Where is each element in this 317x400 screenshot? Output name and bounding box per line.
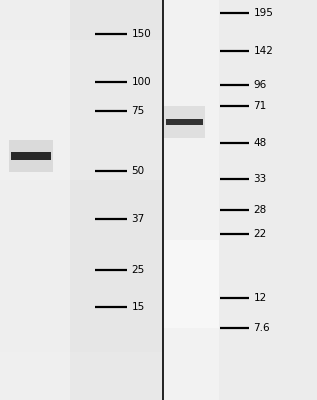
Text: 33: 33	[254, 174, 267, 184]
Text: 25: 25	[132, 265, 145, 275]
Text: 37: 37	[132, 214, 145, 224]
Text: 150: 150	[132, 29, 151, 39]
Text: 28: 28	[254, 205, 267, 215]
Bar	[163, 240, 219, 328]
Bar	[163, 0, 219, 400]
Bar	[0, 0, 70, 400]
Text: 75: 75	[132, 106, 145, 116]
Bar	[9, 140, 53, 172]
Bar	[164, 106, 205, 138]
Text: 71: 71	[254, 101, 267, 111]
Text: 50: 50	[132, 166, 145, 176]
Bar	[0, 40, 163, 180]
Text: 12: 12	[254, 293, 267, 303]
Text: 96: 96	[254, 80, 267, 90]
Text: 7.6: 7.6	[254, 323, 270, 333]
Bar	[11, 152, 51, 160]
Text: 142: 142	[254, 46, 274, 56]
Text: 100: 100	[132, 77, 151, 87]
Text: 48: 48	[254, 138, 267, 148]
Bar	[0, 0, 163, 400]
Text: 15: 15	[132, 302, 145, 312]
Text: 195: 195	[254, 8, 274, 18]
Bar	[166, 119, 203, 125]
Text: 22: 22	[254, 229, 267, 239]
Bar	[163, 0, 317, 400]
Bar	[0, 352, 163, 400]
